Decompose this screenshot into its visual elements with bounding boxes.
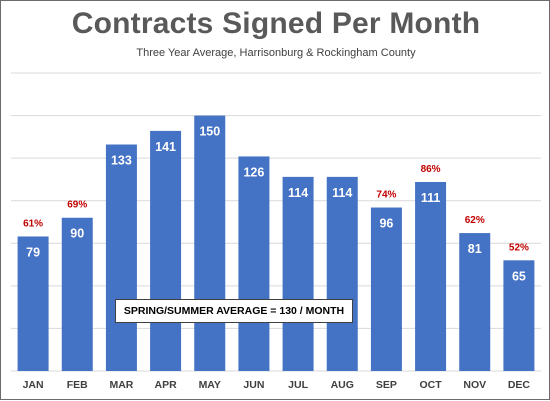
percent-label: 86% <box>421 164 441 175</box>
annotation-box: SPRING/SUMMER AVERAGE = 130 / MONTH <box>115 299 353 323</box>
value-label: 81 <box>468 242 482 256</box>
x-tick-label: AUG <box>331 379 354 391</box>
value-label: 133 <box>111 154 132 168</box>
bar-mar <box>105 144 137 371</box>
bar-oct <box>415 181 447 371</box>
value-label: 79 <box>26 245 40 259</box>
chart-title: Contracts Signed Per Month <box>71 7 481 40</box>
bar-feb <box>61 217 93 371</box>
percent-label: 74% <box>376 190 396 201</box>
bar-sep <box>370 207 402 371</box>
labels: 79 61% JAN 90 69% FEB 133 MAR 141 APR 150 MAY 126 JUN… <box>23 125 531 391</box>
value-label: 114 <box>288 186 308 200</box>
bar-jun <box>238 156 270 371</box>
x-tick-label: JUL <box>288 379 308 391</box>
percent-label: 62% <box>465 215 485 226</box>
x-tick-label: MAR <box>109 379 133 391</box>
x-tick-label: JUN <box>243 379 264 391</box>
value-label: 96 <box>379 217 393 231</box>
bar-may <box>194 115 226 371</box>
bar-nov <box>459 233 491 371</box>
x-tick-label: JAN <box>23 379 44 391</box>
x-tick-label: DEC <box>508 379 531 391</box>
value-label: 114 <box>332 186 352 200</box>
value-label: 150 <box>199 125 220 139</box>
bar-jan <box>17 236 49 371</box>
bars <box>17 115 535 371</box>
x-tick-label: MAY <box>199 379 221 391</box>
x-tick-label: OCT <box>419 379 442 391</box>
x-tick-label: APR <box>154 379 177 391</box>
x-tick-label: NOV <box>463 379 486 391</box>
percent-label: 52% <box>509 242 529 253</box>
x-tick-label: FEB <box>67 379 88 391</box>
chart-subtitle: Three Year Average, Harrisonburg & Rocki… <box>136 47 416 59</box>
value-label: 90 <box>70 227 84 241</box>
value-label: 111 <box>421 191 441 205</box>
percent-label: 61% <box>23 218 43 229</box>
gridlines <box>11 72 541 372</box>
bar-dec <box>503 260 535 371</box>
bar-apr <box>150 130 182 371</box>
x-tick-label: SEP <box>376 379 397 391</box>
percent-label: 69% <box>67 200 87 211</box>
bar-jul <box>282 176 314 371</box>
value-label: 141 <box>155 140 176 154</box>
value-label: 65 <box>512 269 526 283</box>
value-label: 126 <box>243 165 264 179</box>
bar-aug <box>326 176 358 371</box>
